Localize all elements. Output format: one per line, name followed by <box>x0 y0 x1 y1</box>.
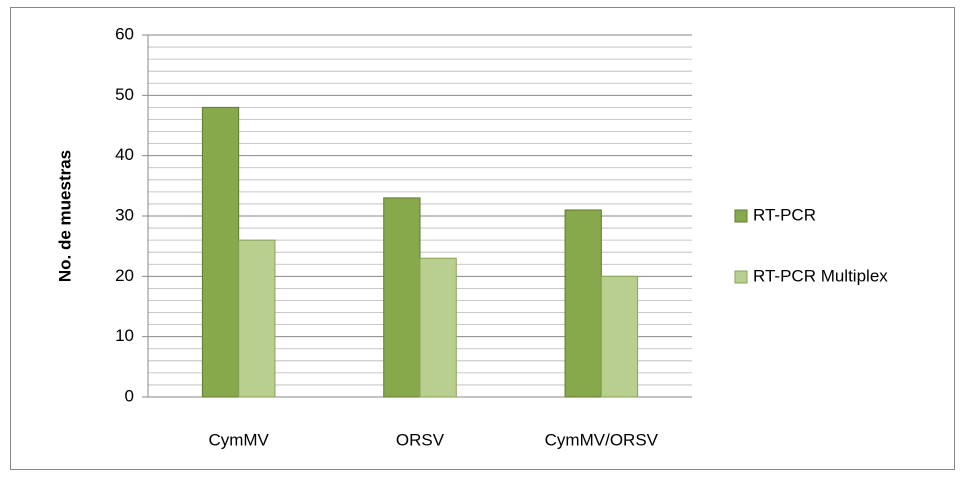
x-tick-label: ORSV <box>396 430 445 449</box>
bar <box>600 275 639 398</box>
bar <box>564 209 602 398</box>
legend-swatch <box>734 209 748 223</box>
legend-label: RT-PCR Multiplex <box>753 266 888 285</box>
legend-label: RT-PCR <box>753 205 816 224</box>
y-tick-label: 50 <box>115 85 134 104</box>
bar <box>383 197 421 398</box>
y-tick-label: 60 <box>115 24 134 43</box>
bar <box>238 239 276 398</box>
y-tick-label: 30 <box>115 205 134 224</box>
bar <box>419 257 457 398</box>
legend-swatch <box>734 270 748 284</box>
y-tick-label: 10 <box>115 326 134 345</box>
bar <box>201 106 240 398</box>
x-tick-label: CymMV/ORSV <box>545 430 659 449</box>
x-tick-label: CymMV <box>208 430 269 449</box>
y-tick-label: 40 <box>115 145 134 164</box>
y-axis-label: No. de muestras <box>55 150 74 282</box>
chart-border <box>10 7 955 470</box>
y-tick-label: 0 <box>125 386 134 405</box>
y-tick-label: 20 <box>115 266 134 285</box>
